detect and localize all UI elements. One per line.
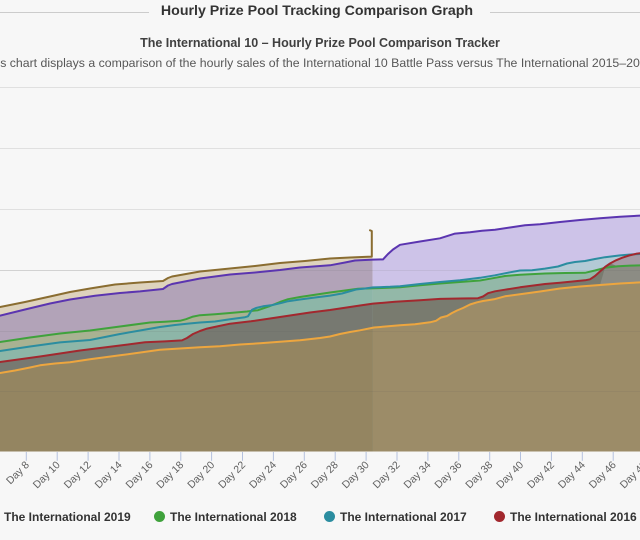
- svg-text:Day 24: Day 24: [247, 459, 279, 491]
- svg-text:Day 20: Day 20: [185, 459, 217, 491]
- svg-text:Day 42: Day 42: [525, 459, 557, 491]
- svg-text:Day 44: Day 44: [556, 459, 588, 491]
- svg-text:Day 36: Day 36: [432, 459, 464, 491]
- svg-text:Day 38: Day 38: [463, 459, 495, 491]
- svg-text:Day 12: Day 12: [62, 459, 94, 491]
- svg-text:Day 34: Day 34: [402, 459, 434, 491]
- svg-text:Day 28: Day 28: [309, 459, 341, 491]
- svg-text:Day 8: Day 8: [4, 459, 32, 487]
- svg-text:Day 46: Day 46: [587, 459, 619, 491]
- svg-text:Day 26: Day 26: [278, 459, 310, 491]
- svg-text:Day 40: Day 40: [494, 459, 526, 491]
- svg-text:Day 32: Day 32: [371, 459, 403, 491]
- svg-text:Day 16: Day 16: [124, 459, 156, 491]
- svg-text:Day 48: Day 48: [618, 459, 640, 491]
- svg-text:Day 14: Day 14: [93, 459, 125, 491]
- svg-text:Day 30: Day 30: [340, 459, 372, 491]
- svg-text:Day 22: Day 22: [216, 459, 248, 491]
- svg-text:Day 10: Day 10: [31, 459, 63, 491]
- svg-text:Day 18: Day 18: [154, 459, 186, 491]
